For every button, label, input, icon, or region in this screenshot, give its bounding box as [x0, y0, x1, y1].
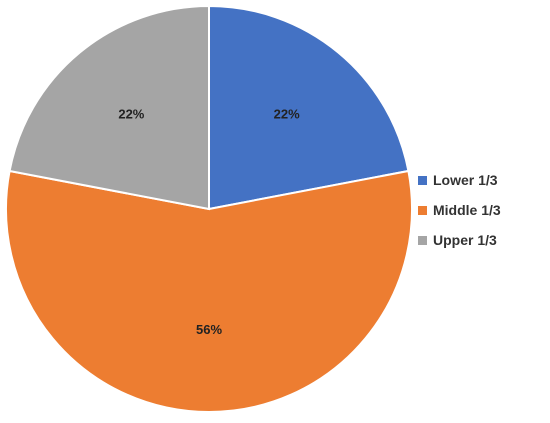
pie-slice-lower: [208, 4, 410, 211]
legend-swatch-upper: [418, 235, 427, 245]
pie-slices: [5, 4, 413, 413]
pie-data-labels: 22% 56% 22%: [118, 107, 300, 338]
data-label-middle: 56%: [196, 322, 222, 337]
legend-item-lower: Lower 1/3: [418, 170, 548, 190]
legend-item-upper: Upper 1/3: [418, 230, 548, 250]
data-label-upper: 22%: [118, 107, 144, 122]
pie-slice-upper: [8, 4, 210, 211]
legend-swatch-lower: [418, 175, 427, 185]
pie-slice-middle: [5, 169, 413, 413]
legend-swatch-middle: [418, 205, 427, 215]
legend-label-lower: Lower 1/3: [433, 172, 498, 188]
legend-item-middle: Middle 1/3: [418, 200, 548, 220]
legend-label-upper: Upper 1/3: [433, 232, 497, 248]
data-label-lower: 22%: [274, 107, 300, 122]
legend-label-middle: Middle 1/3: [433, 202, 501, 218]
chart-legend: Lower 1/3 Middle 1/3 Upper 1/3: [418, 170, 548, 260]
